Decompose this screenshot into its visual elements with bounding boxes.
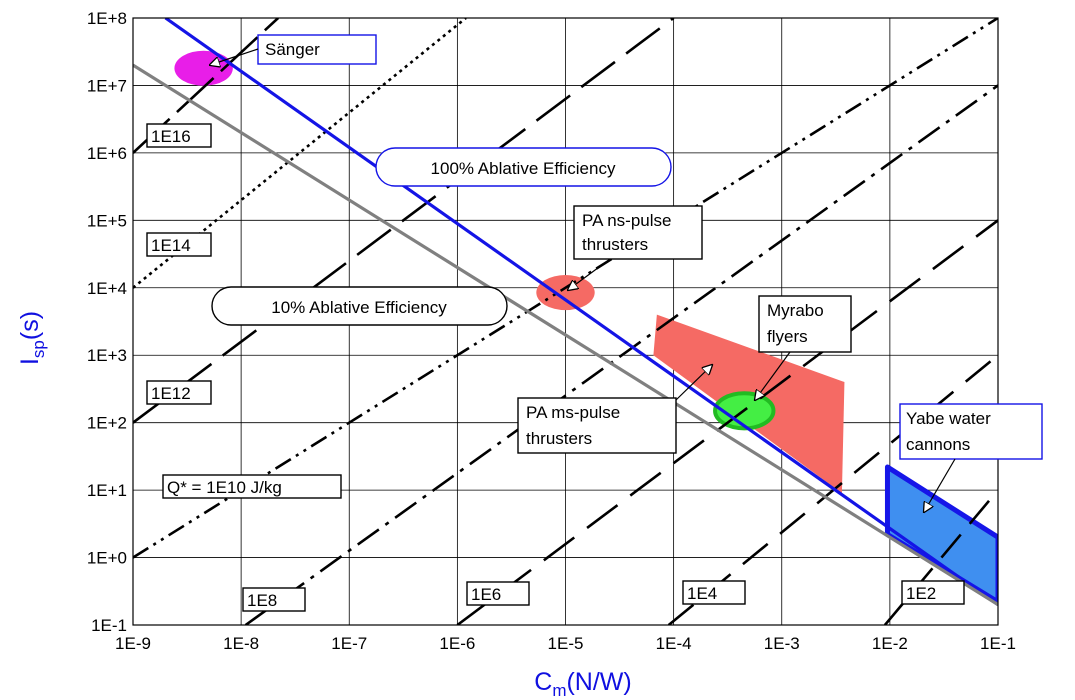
q-label-1e10-box <box>162 474 342 499</box>
y-tick-label: 1E+1 <box>87 481 127 500</box>
arrow-yabe <box>924 458 956 512</box>
y-tick-label: 1E-1 <box>91 616 127 635</box>
q-label-1e14: 1E14 <box>151 236 191 255</box>
efficiency-10-line <box>133 63 998 607</box>
annotation-sanger-box <box>257 34 377 65</box>
x-axis-title: Cm(N/W) <box>534 668 631 700</box>
q-line-1e6 <box>456 219 998 625</box>
q-label-1e12: 1E12 <box>151 384 191 403</box>
x-tick-label: 1E-8 <box>223 634 259 653</box>
x-tick-label: 1E-7 <box>331 634 367 653</box>
arrow-sanger <box>210 48 259 65</box>
x-tick-label: 1E-5 <box>548 634 584 653</box>
x-tick-label: 1E-4 <box>656 634 692 653</box>
region-yabe-water-cannons <box>884 464 998 605</box>
x-tick-label: 1E-1 <box>980 634 1016 653</box>
annotation-100-pill <box>375 147 672 187</box>
q-label-1e2: 1E2 <box>906 584 936 603</box>
annotation-100-efficiency: 100% Ablative Efficiency <box>431 159 616 178</box>
x-tick-labels: 1E-9 1E-8 1E-7 1E-6 1E-5 1E-4 1E-3 1E-2 1E-1 <box>115 634 1016 653</box>
q-label-1e8-box <box>242 587 306 612</box>
q-label-1e16: 1E16 <box>151 127 191 146</box>
y-tick-label: 1E+6 <box>87 144 127 163</box>
y-tick-label: 1E+7 <box>87 76 127 95</box>
x-tick-label: 1E-3 <box>764 634 800 653</box>
annotation-pa-ns-box <box>573 205 703 260</box>
annotation-10-pill <box>211 286 508 326</box>
q-line-1e8 <box>244 84 998 625</box>
q-label-1e4-box <box>682 580 746 605</box>
annotation-pa-ms-box <box>517 397 677 454</box>
annotation-sanger: Sänger <box>265 40 320 59</box>
y-axis-title: Isp(s) <box>16 311 48 365</box>
x-tick-label: 1E-2 <box>872 634 908 653</box>
y-tick-labels: 1E-1 1E+0 1E+1 1E+2 1E+3 1E+4 1E+5 1E+6 1E+7 1E+8 <box>87 9 127 635</box>
y-tick-label: 1E+2 <box>87 414 127 433</box>
q-label-1e4: 1E4 <box>687 584 717 603</box>
q-label-1e12-box <box>146 380 212 405</box>
annotation-pa-ns-line2: thrusters <box>582 235 648 254</box>
annotation-yabe-line1: Yabe water <box>906 409 991 428</box>
x-tick-label: 1E-9 <box>115 634 151 653</box>
efficiency-lines <box>133 18 998 607</box>
q-label-1e6-box <box>466 581 530 606</box>
q-label-1e10: Q* = 1E10 J/kg <box>167 478 282 497</box>
q-line-q-1e10-j-kg <box>133 18 998 559</box>
y-tick-label: 1E+3 <box>87 346 127 365</box>
x-tick-label: 1E-6 <box>439 634 475 653</box>
q-label-1e2-box <box>901 580 965 605</box>
annotation-pa-ms-line2: thrusters <box>526 429 592 448</box>
annotation-10-efficiency: 10% Ablative Efficiency <box>271 298 447 317</box>
annotation-myrabo-line1: Myrabo <box>767 301 824 320</box>
arrow-pa-ns <box>568 258 611 290</box>
annotations: 1E16 1E14 1E12 Q* = 1E10 J/kg 1E8 1E6 1E4 1E2 Sä… <box>146 34 1043 612</box>
q-line-1e12 <box>133 18 675 424</box>
annotation-yabe-box <box>899 403 1043 460</box>
q-label-1e8: 1E8 <box>247 591 277 610</box>
efficiency-100-line <box>164 18 998 607</box>
annotation-yabe-line2: cannons <box>906 435 970 454</box>
annotation-myrabo-line2: flyers <box>767 327 808 346</box>
plot-frame <box>132 17 999 626</box>
y-tick-label: 1E+4 <box>87 279 127 298</box>
q-label-1e6: 1E6 <box>471 585 501 604</box>
y-tick-label: 1E+8 <box>87 9 127 28</box>
q-label-1e14-box <box>146 232 212 257</box>
y-tick-label: 1E+0 <box>87 549 127 568</box>
annotation-pa-ms-line1: PA ms-pulse <box>526 403 620 422</box>
q-label-1e16-box <box>146 123 212 148</box>
region-pa-ns-pulse-thrusters <box>536 275 595 311</box>
arrow-pa-ms <box>675 365 712 401</box>
y-tick-label: 1E+5 <box>87 211 127 230</box>
annotation-myrabo-box <box>758 295 852 353</box>
arrow-myrabo <box>755 351 791 400</box>
annotation-pa-ns-line1: PA ns-pulse <box>582 211 671 230</box>
